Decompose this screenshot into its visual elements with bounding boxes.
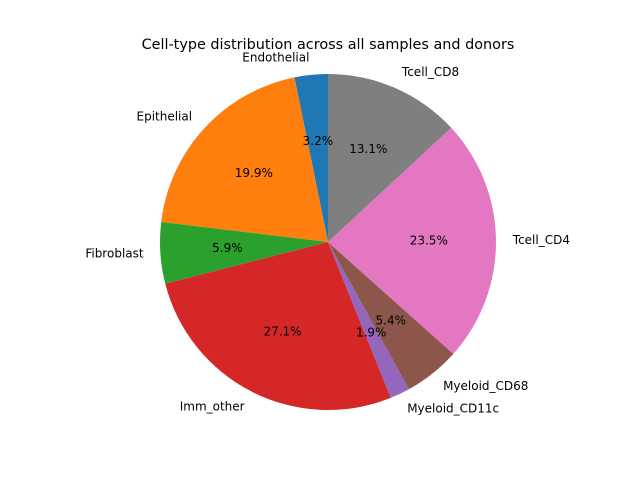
- pie-slices: [160, 74, 496, 410]
- slice-label-endothelial: Endothelial: [242, 51, 309, 65]
- slice-percent-fibroblast: 5.9%: [212, 241, 243, 255]
- pie-slice-myeloid-cd68: [328, 242, 454, 390]
- pie-slice-tcell-cd8: [328, 74, 452, 242]
- pie-labels: Endothelial 3.2% Epithelial 19.9% Fibroblast…: [85, 51, 570, 416]
- slice-percent-epithelial: 19.9%: [235, 166, 273, 180]
- pie-slice-fibroblast: [160, 221, 328, 284]
- pie-slice-epithelial: [161, 77, 328, 242]
- pie-slice-endothelial: [294, 74, 328, 242]
- slice-percent-imm-other: 27.1%: [263, 324, 301, 338]
- pie-slice-tcell-cd4: [328, 127, 496, 354]
- slice-percent-myeloid-cd68: 5.4%: [376, 313, 407, 327]
- slice-label-myeloid-cd11c: Myeloid_CD11c: [407, 401, 499, 415]
- slice-percent-tcell-cd4: 23.5%: [410, 234, 448, 248]
- slice-label-tcell-cd8: Tcell_CD8: [401, 65, 459, 79]
- slice-label-myeloid-cd68: Myeloid_CD68: [443, 379, 528, 393]
- pie-slice-myeloid-cd11c: [328, 242, 409, 398]
- slice-percent-endothelial: 3.2%: [303, 134, 334, 148]
- chart-title: Cell-type distribution across all sample…: [142, 37, 515, 53]
- pie-slice-imm-other: [165, 242, 391, 410]
- slice-label-imm-other: Imm_other: [180, 399, 245, 413]
- slice-label-fibroblast: Fibroblast: [85, 247, 144, 261]
- slice-label-epithelial: Epithelial: [137, 109, 193, 123]
- slice-percent-myeloid-cd11c: 1.9%: [356, 326, 387, 340]
- slice-label-tcell-cd4: Tcell_CD4: [512, 233, 570, 247]
- slice-percent-tcell-cd8: 13.1%: [349, 142, 387, 156]
